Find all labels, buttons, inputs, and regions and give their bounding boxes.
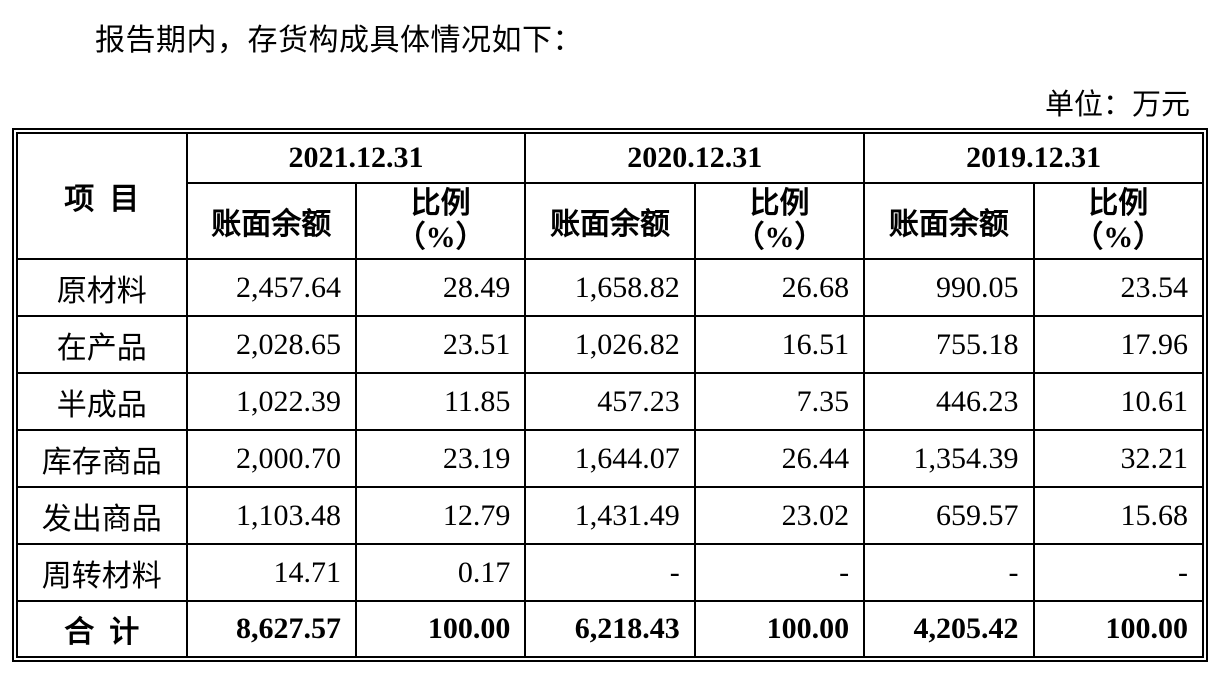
balance-cell: 1,658.82 <box>524 258 696 318</box>
period-header-row: 项目 2021.12.31 2020.12.31 2019.12.31 <box>16 132 1204 261</box>
balance-cell: 2,457.64 <box>185 258 357 318</box>
balance-cell: 1,644.07 <box>524 429 696 489</box>
ratio-cell: 23.19 <box>354 429 527 489</box>
ratio-cell: 10.61 <box>1032 372 1205 432</box>
ratio-cell: 16.51 <box>693 315 866 375</box>
col-header-ratio-2019: 比例 （%） <box>1032 182 1205 261</box>
col-header-period-2021: 2021.12.31 <box>185 132 527 185</box>
balance-cell: 1,354.39 <box>863 429 1035 489</box>
table-row-semi-finished: 半成品 1,022.39 11.85 457.23 7.35 446.23 10… <box>16 372 1205 432</box>
inventory-composition-table: 项目 2021.12.31 2020.12.31 2019.12.31 账面余额… <box>16 132 1205 659</box>
balance-cell: 990.05 <box>863 258 1035 318</box>
item-cell: 周转材料 <box>16 543 188 603</box>
balance-cell: - <box>863 543 1035 603</box>
item-cell: 发出商品 <box>16 486 188 546</box>
ratio-cell: 28.49 <box>354 258 527 318</box>
balance-cell: 1,431.49 <box>524 486 696 546</box>
balance-cell: 457.23 <box>524 372 696 432</box>
ratio-cell: 23.02 <box>693 486 866 546</box>
balance-cell: 2,000.70 <box>185 429 357 489</box>
total-balance-cell: 8,627.57 <box>185 600 357 659</box>
total-balance-cell: 4,205.42 <box>863 600 1035 659</box>
col-header-period-2020: 2020.12.31 <box>524 132 866 185</box>
table-row-turnover-materials: 周转材料 14.71 0.17 - - - - <box>16 543 1205 603</box>
balance-cell: 2,028.65 <box>185 315 357 375</box>
intro-paragraph: 报告期内，存货构成具体情况如下： <box>95 24 583 57</box>
ratio-cell: 0.17 <box>354 543 527 603</box>
item-cell: 原材料 <box>16 258 188 318</box>
col-header-item: 项目 <box>16 132 188 261</box>
balance-cell: 1,103.48 <box>185 486 357 546</box>
table-row-raw-materials: 原材料 2,457.64 28.49 1,658.82 26.68 990.05… <box>16 258 1205 318</box>
item-cell: 库存商品 <box>16 429 188 489</box>
ratio-cell: - <box>1032 543 1205 603</box>
unit-label: 单位：万元 <box>1044 88 1190 121</box>
balance-cell: 1,026.82 <box>524 315 696 375</box>
inventory-table-border: 项目 2021.12.31 2020.12.31 2019.12.31 账面余额… <box>12 128 1208 663</box>
ratio-cell: - <box>693 543 866 603</box>
ratio-cell: 26.44 <box>693 429 866 489</box>
col-header-ratio-2021: 比例 （%） <box>354 182 527 261</box>
ratio-cell: 32.21 <box>1032 429 1205 489</box>
ratio-cell: 7.35 <box>693 372 866 432</box>
ratio-cell: 23.54 <box>1032 258 1205 318</box>
balance-cell: 755.18 <box>863 315 1035 375</box>
balance-cell: 1,022.39 <box>185 372 357 432</box>
table-row-goods-shipped: 发出商品 1,103.48 12.79 1,431.49 23.02 659.5… <box>16 486 1205 546</box>
ratio-cell: 11.85 <box>354 372 527 432</box>
balance-cell: 446.23 <box>863 372 1035 432</box>
item-cell: 在产品 <box>16 315 188 375</box>
table-row-work-in-progress: 在产品 2,028.65 23.51 1,026.82 16.51 755.18… <box>16 315 1205 375</box>
table-row-stock-goods: 库存商品 2,000.70 23.19 1,644.07 26.44 1,354… <box>16 429 1205 489</box>
total-ratio-cell: 100.00 <box>354 600 527 659</box>
balance-cell: 659.57 <box>863 486 1035 546</box>
ratio-cell: 26.68 <box>693 258 866 318</box>
ratio-cell: 15.68 <box>1032 486 1205 546</box>
table-row-total: 合计 8,627.57 100.00 6,218.43 100.00 4,205… <box>16 600 1205 659</box>
col-header-balance-2019: 账面余额 <box>863 182 1035 261</box>
col-header-period-2019: 2019.12.31 <box>863 132 1204 185</box>
total-ratio-cell: 100.00 <box>693 600 866 659</box>
balance-cell: 14.71 <box>185 543 357 603</box>
item-cell: 半成品 <box>16 372 188 432</box>
balance-cell: - <box>524 543 696 603</box>
col-header-balance-2021: 账面余额 <box>185 182 357 261</box>
ratio-cell: 23.51 <box>354 315 527 375</box>
col-header-ratio-2020: 比例 （%） <box>693 182 866 261</box>
total-label-cell: 合计 <box>16 600 188 659</box>
sub-header-row: 账面余额 比例 （%） 账面余额 比例 （%） 账面余额 比例 （%） <box>17 182 1205 261</box>
col-header-balance-2020: 账面余额 <box>524 182 696 261</box>
total-balance-cell: 6,218.43 <box>524 600 696 659</box>
total-ratio-cell: 100.00 <box>1032 600 1205 659</box>
ratio-cell: 12.79 <box>354 486 527 546</box>
ratio-cell: 17.96 <box>1032 315 1205 375</box>
